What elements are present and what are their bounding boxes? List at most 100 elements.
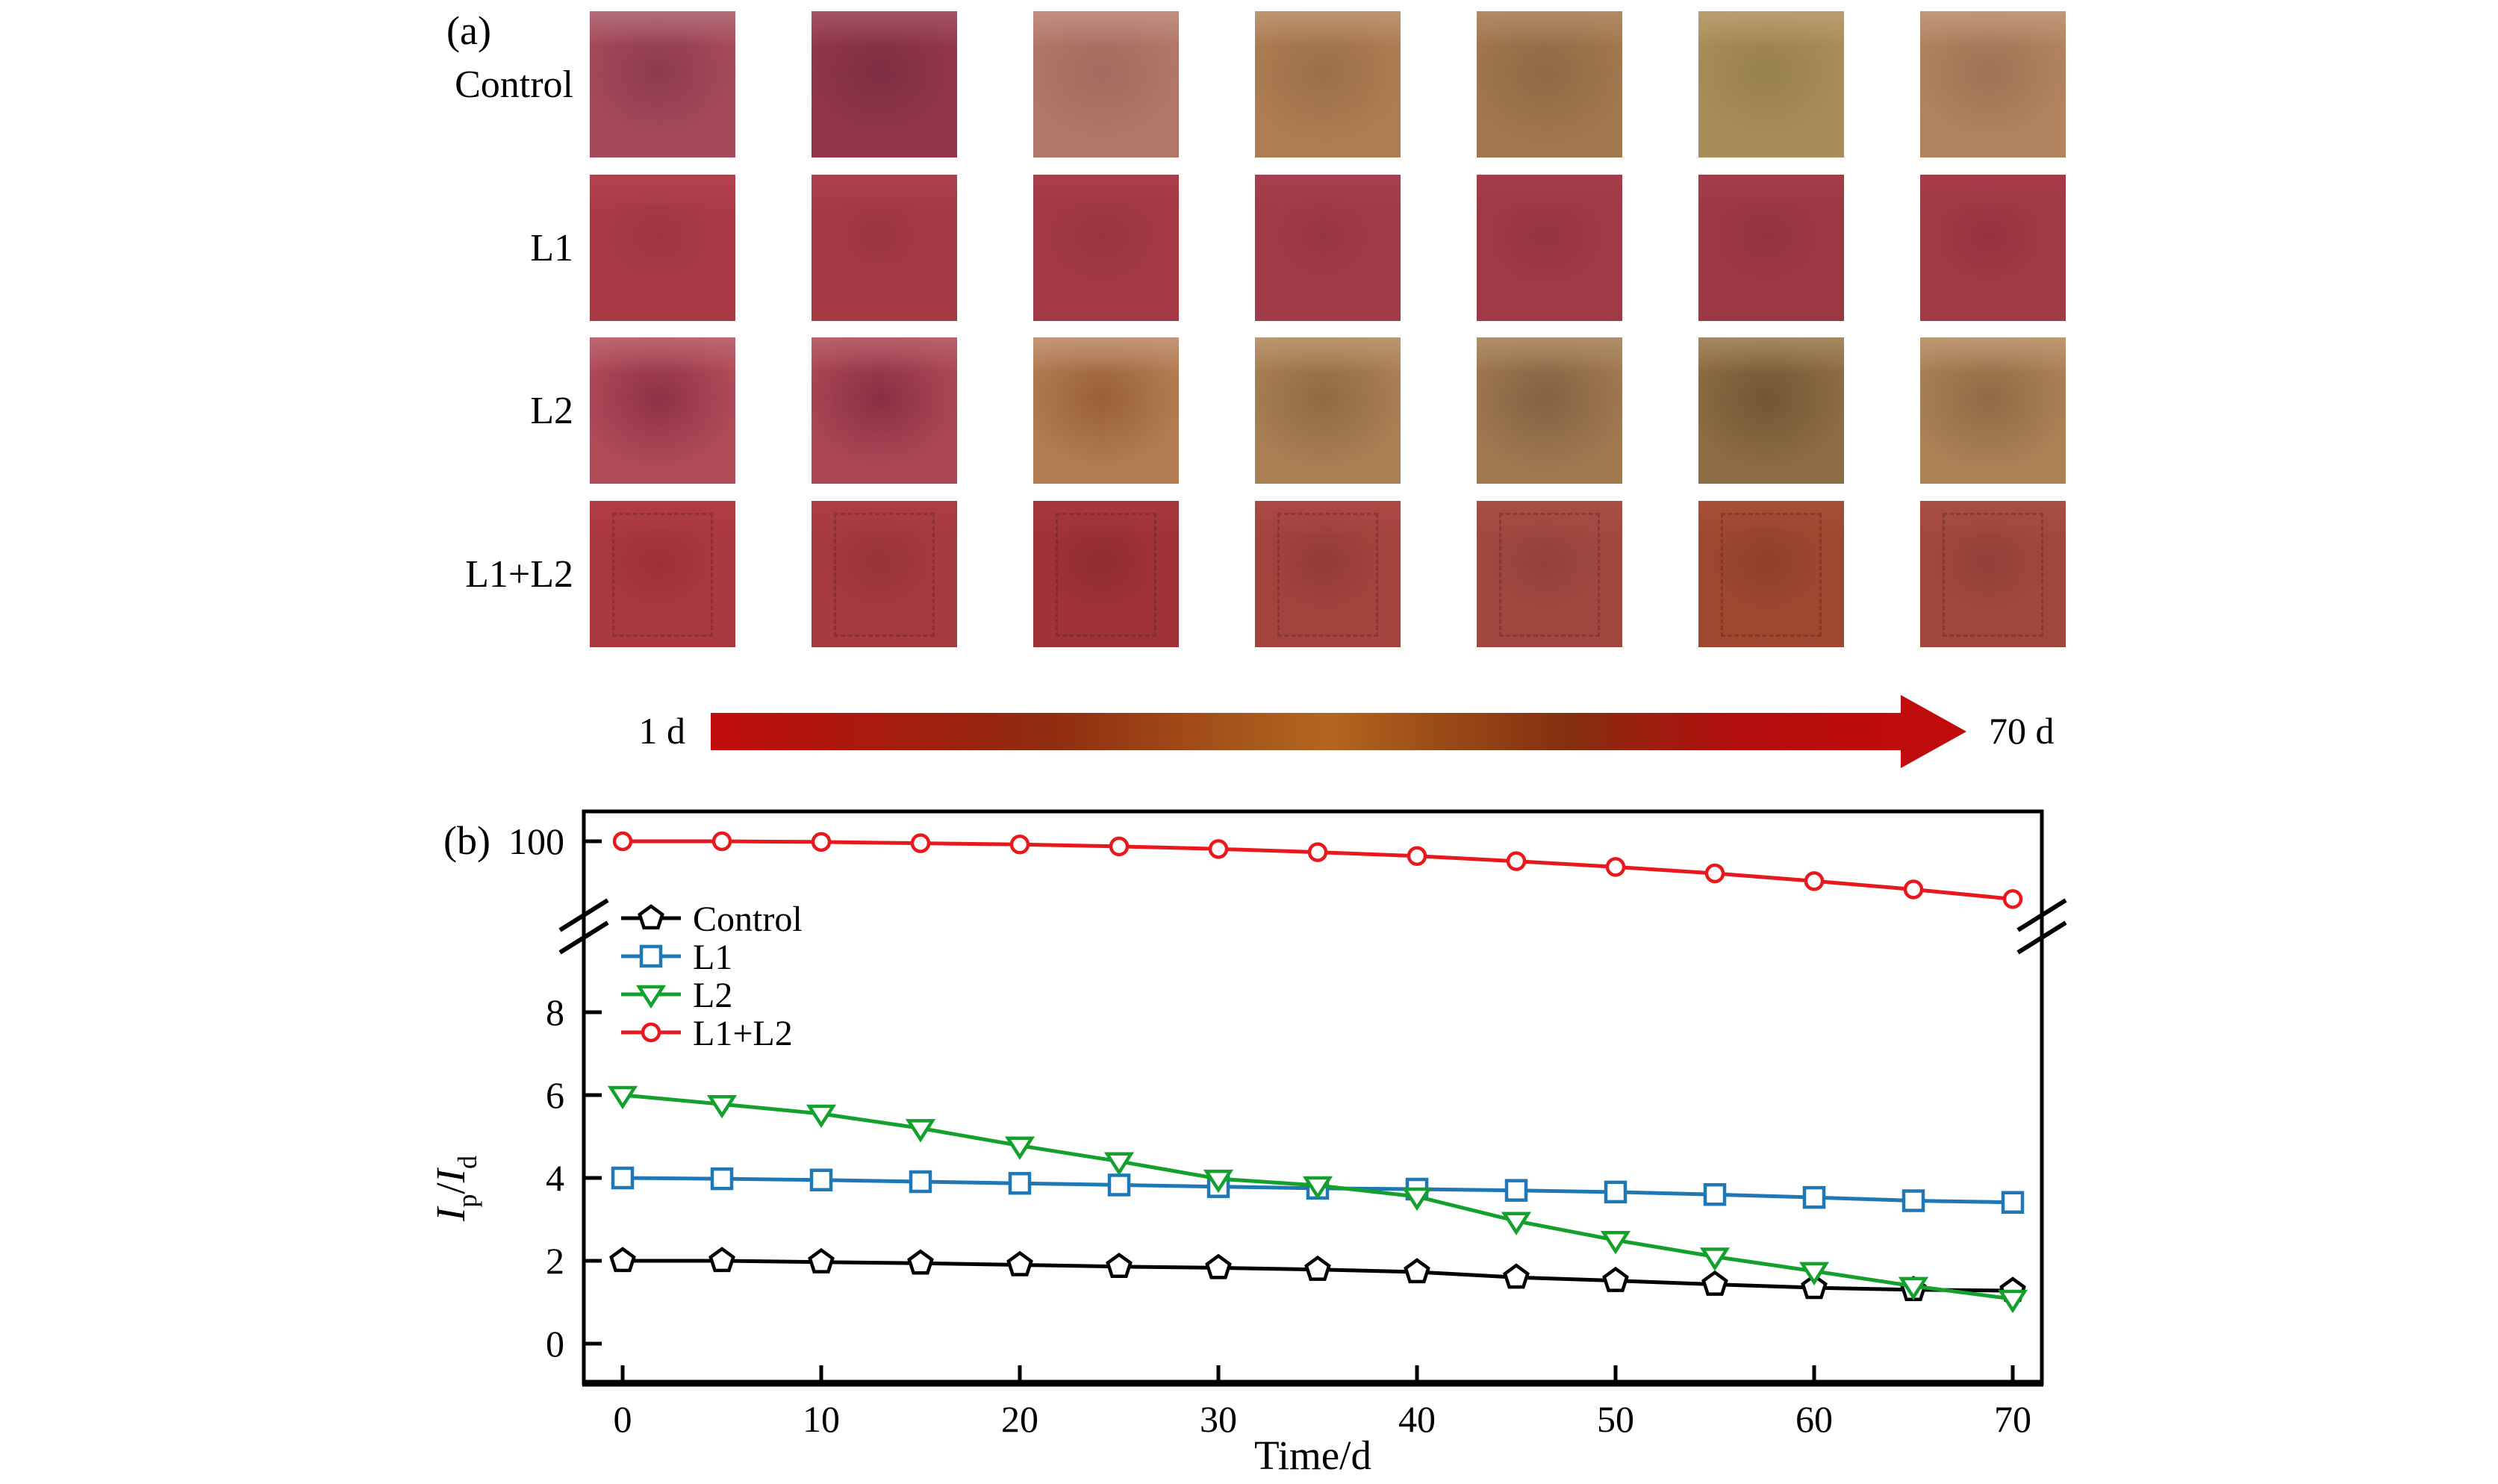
y-tick-label: 6 [546, 1074, 564, 1116]
row-label-l1-l2: L1+L2 [465, 552, 573, 596]
marker-square [1008, 1171, 1032, 1195]
sample-photo [1920, 175, 2066, 321]
marker-triangle-down [1203, 1169, 1234, 1194]
sample-photo [812, 175, 957, 321]
marker-triangle-down [1302, 1176, 1333, 1200]
sample-photo [1477, 11, 1622, 158]
sample-photo [812, 337, 957, 484]
y-axis-break-right [2016, 920, 2067, 955]
marker-pentagon [1801, 1273, 1828, 1300]
marker-circle [1109, 836, 1130, 857]
legend-label-l2: L2 [693, 976, 732, 1015]
marker-square [1901, 1189, 1925, 1212]
marker-pentagon [1304, 1255, 1331, 1281]
marker-triangle-down [1600, 1231, 1631, 1255]
marker-triangle-down [1401, 1187, 1433, 1212]
marker-pentagon [1701, 1270, 1728, 1296]
sample-photo [1033, 337, 1179, 484]
plot-frame [582, 809, 2044, 1385]
sample-photo [1920, 501, 2066, 647]
sample-photo [1477, 175, 1622, 321]
sample-photo [1698, 337, 1844, 484]
marker-circle [641, 1022, 661, 1043]
marker-square [909, 1170, 932, 1194]
marker-circle [1704, 863, 1725, 884]
marker-pentagon [1006, 1250, 1033, 1276]
sample-photo [1698, 501, 1844, 647]
x-axis-title: Time/d [1254, 1432, 1371, 1478]
arrow-gradient-body [711, 713, 1902, 750]
arrow-end-label: 70 d [1989, 710, 2055, 752]
marker-triangle-down [905, 1119, 936, 1143]
marker-circle [2002, 889, 2023, 909]
x-tick-label: 70 [1994, 1398, 2031, 1440]
marker-triangle-down [1103, 1152, 1135, 1176]
marker-circle [1903, 879, 1924, 900]
sample-photo [1698, 175, 1844, 321]
marker-circle [1307, 842, 1328, 862]
panel-a-label: (a) [446, 8, 491, 53]
x-tick-label: 10 [803, 1398, 840, 1440]
marker-pentagon [708, 1247, 735, 1273]
marker-circle [1407, 846, 1427, 867]
marker-circle [910, 833, 931, 853]
marker-pentagon [1404, 1258, 1430, 1284]
marker-square [1107, 1173, 1131, 1197]
legend-label-control: Control [693, 900, 803, 939]
y-tick-label: 8 [546, 991, 564, 1033]
sample-photo [1255, 175, 1401, 321]
marker-triangle-down [1898, 1276, 1929, 1301]
y-tick-label: 2 [546, 1240, 564, 1282]
marker-pentagon [609, 1247, 636, 1273]
panel-b-chart: 0 2 4 6 8 100 0 10 20 30 40 50 60 70 (b) Time/d Ip/Id Con… [428, 809, 2067, 1478]
marker-pentagon [808, 1247, 835, 1273]
marker-triangle-down [635, 985, 667, 1009]
marker-triangle-down [1699, 1247, 1731, 1271]
marker-square [1703, 1182, 1727, 1206]
sample-photo [1033, 175, 1179, 321]
sample-photo [812, 11, 957, 158]
legend-label-l1: L1 [693, 938, 732, 977]
y-axis-break-left [558, 920, 609, 955]
marker-triangle-down [1004, 1136, 1035, 1160]
sample-photo [1477, 501, 1622, 647]
x-tick-label: 50 [1597, 1398, 1634, 1440]
marker-pentagon [1106, 1253, 1133, 1278]
marker-pentagon [907, 1249, 934, 1275]
panel-b-label: (b) [443, 818, 490, 863]
y-tick-label: 0 [546, 1323, 564, 1365]
marker-pentagon [1602, 1266, 1629, 1292]
marker-circle [711, 831, 732, 852]
x-tick-label: 30 [1200, 1398, 1237, 1440]
row-label-l2: L2 [530, 389, 573, 432]
marker-square [1504, 1179, 1528, 1202]
marker-square [639, 944, 663, 968]
row-label-l1: L1 [530, 226, 573, 269]
x-tick-label: 40 [1398, 1398, 1436, 1440]
marker-square [2001, 1191, 2025, 1214]
y-tick-label: 4 [546, 1157, 564, 1199]
marker-circle [612, 831, 633, 852]
sample-photo [1255, 501, 1401, 647]
marker-triangle-down [1798, 1262, 1830, 1286]
sample-photo [1255, 337, 1401, 484]
marker-triangle-down [806, 1104, 837, 1129]
sample-photo [812, 501, 957, 647]
marker-square [1802, 1185, 1826, 1209]
marker-triangle-down [1997, 1289, 2028, 1314]
arrow-start-label: 1 d [638, 710, 686, 752]
y-tick-label: 100 [508, 820, 564, 862]
marker-circle [1804, 871, 1825, 891]
marker-circle [1208, 839, 1229, 859]
sample-photo [590, 175, 735, 321]
marker-square [710, 1167, 734, 1191]
row-label-control: Control [455, 63, 573, 106]
marker-circle [1009, 835, 1030, 855]
legend-label-l1-l2: L1+L2 [693, 1014, 793, 1053]
marker-triangle-down [706, 1094, 738, 1119]
sample-photo [1033, 501, 1179, 647]
marker-circle [1605, 857, 1626, 877]
marker-circle [811, 832, 832, 852]
x-tick-label: 60 [1795, 1398, 1833, 1440]
